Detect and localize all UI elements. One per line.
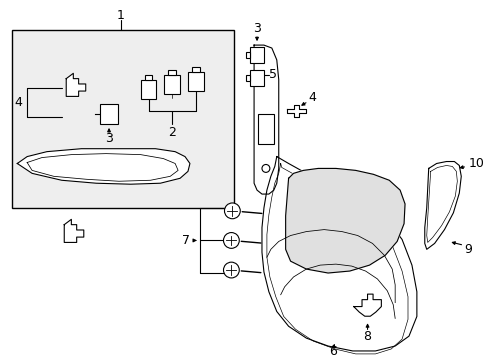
Polygon shape bbox=[17, 149, 189, 184]
Text: 2: 2 bbox=[168, 126, 176, 139]
Circle shape bbox=[223, 233, 239, 248]
Circle shape bbox=[224, 203, 240, 219]
Polygon shape bbox=[262, 157, 416, 351]
Text: 9: 9 bbox=[463, 243, 471, 256]
Bar bbox=[141, 80, 156, 99]
Text: 3: 3 bbox=[253, 22, 261, 35]
Text: 4: 4 bbox=[308, 91, 316, 104]
Text: 6: 6 bbox=[328, 346, 336, 359]
Bar bbox=[250, 70, 264, 86]
Bar bbox=[191, 67, 200, 72]
Polygon shape bbox=[66, 73, 85, 96]
Text: 5: 5 bbox=[268, 68, 276, 81]
Text: 3: 3 bbox=[105, 132, 113, 145]
Bar bbox=[187, 72, 203, 91]
Circle shape bbox=[223, 262, 239, 278]
Polygon shape bbox=[285, 168, 404, 273]
Bar bbox=[12, 30, 234, 208]
Text: 10: 10 bbox=[467, 157, 483, 170]
Polygon shape bbox=[286, 105, 306, 117]
Polygon shape bbox=[254, 45, 278, 194]
Text: 7: 7 bbox=[182, 234, 190, 247]
Polygon shape bbox=[353, 294, 381, 316]
Text: 1: 1 bbox=[117, 9, 124, 22]
Bar bbox=[250, 47, 264, 63]
Text: 8: 8 bbox=[363, 330, 371, 343]
Circle shape bbox=[262, 165, 269, 172]
Bar bbox=[100, 104, 118, 124]
Bar bbox=[168, 70, 176, 75]
Bar bbox=[144, 75, 152, 80]
Bar bbox=[164, 75, 180, 94]
Polygon shape bbox=[424, 162, 460, 249]
Bar bbox=[245, 52, 250, 58]
Bar bbox=[258, 114, 273, 144]
Bar bbox=[245, 75, 250, 81]
Polygon shape bbox=[64, 219, 83, 242]
Text: 4: 4 bbox=[14, 96, 22, 109]
